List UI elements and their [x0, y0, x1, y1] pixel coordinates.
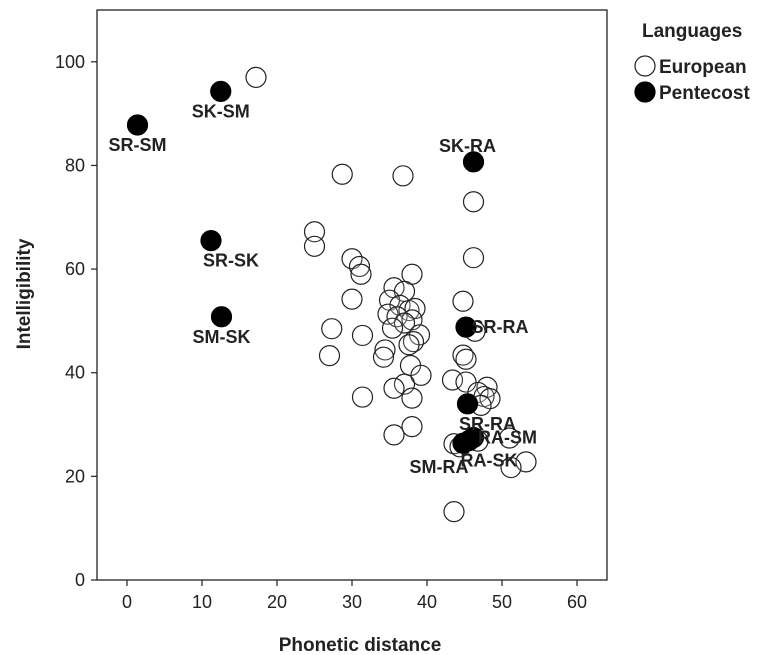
european-point	[462, 191, 485, 213]
european-point	[321, 318, 343, 340]
european-point	[383, 377, 405, 399]
x-tick-label: 30	[342, 592, 362, 612]
point-label: SR-SK	[203, 251, 259, 271]
point-label: SR-SM	[109, 135, 167, 155]
point-label: SM-RA	[410, 457, 469, 477]
pentecost-point	[210, 80, 232, 102]
legend-marker-filled-circle-icon	[634, 81, 656, 103]
y-tick-label: 80	[65, 155, 85, 175]
european-point	[303, 235, 326, 257]
european-point	[401, 416, 423, 438]
european-point	[383, 424, 405, 446]
european-point	[374, 339, 396, 361]
y-tick-label: 100	[55, 52, 85, 72]
x-axis-title: Phonetic distance	[279, 635, 442, 655]
european-point	[350, 263, 372, 285]
point-label: RA-SK	[461, 451, 518, 471]
point-label: SK-SM	[192, 101, 250, 121]
european-point	[500, 456, 522, 479]
pentecost-point	[455, 316, 477, 338]
point-label: SR-RA	[472, 317, 529, 337]
pentecost-point	[462, 151, 485, 173]
y-tick-label: 60	[65, 259, 85, 279]
point-label: SR-RA	[459, 414, 516, 434]
european-point	[303, 221, 326, 243]
pentecost-point	[126, 114, 149, 136]
european-point	[348, 255, 371, 278]
y-tick-label: 40	[65, 363, 85, 383]
point-label: SM-SK	[193, 327, 251, 347]
european-point	[341, 288, 363, 310]
legend: Languages European Pentecost	[634, 21, 750, 104]
european-point	[351, 386, 374, 408]
y-tick-label: 20	[65, 466, 85, 486]
european-point	[462, 247, 485, 269]
european-point	[441, 369, 464, 391]
european-point	[381, 317, 404, 339]
european-point	[498, 427, 521, 449]
y-axis-title: Intelligibility	[14, 238, 35, 349]
european-point	[410, 364, 432, 386]
european-point	[318, 345, 341, 367]
european-point	[398, 334, 420, 356]
plot-area	[96, 9, 608, 581]
pentecost-point	[458, 430, 480, 452]
legend-marker-open-circle-icon	[634, 55, 656, 77]
x-tick-label: 40	[417, 592, 437, 612]
y-axis: 0 20 40 60 80 100	[55, 52, 97, 590]
european-point	[452, 290, 474, 312]
european-point	[393, 373, 416, 395]
european-point	[393, 312, 416, 334]
pentecost-point	[456, 393, 479, 415]
pentecost-point	[210, 306, 233, 328]
x-tick-label: 10	[192, 592, 212, 612]
european-point	[372, 346, 395, 368]
european-point	[401, 387, 423, 409]
european-point	[392, 165, 414, 187]
x-tick-label: 60	[567, 592, 587, 612]
y-tick-label: 0	[75, 570, 85, 590]
x-axis: 0 10 20 30 40 50 60	[122, 580, 587, 612]
data-points	[126, 66, 537, 523]
legend-title: Languages	[642, 21, 742, 42]
european-point	[455, 348, 477, 370]
point-label: SK-RA	[439, 136, 496, 156]
x-tick-label: 50	[492, 592, 512, 612]
european-point	[377, 303, 399, 325]
european-point	[331, 163, 353, 185]
pentecost-point	[200, 229, 222, 252]
x-tick-label: 20	[267, 592, 287, 612]
european-point	[452, 344, 474, 366]
european-point	[443, 501, 465, 523]
point-label: RA-SM	[478, 428, 537, 448]
legend-entry-pentecost: Pentecost	[659, 83, 750, 104]
european-point	[245, 66, 267, 88]
x-tick-label: 0	[122, 592, 132, 612]
european-point	[351, 324, 374, 347]
legend-entry-european: European	[659, 57, 747, 78]
